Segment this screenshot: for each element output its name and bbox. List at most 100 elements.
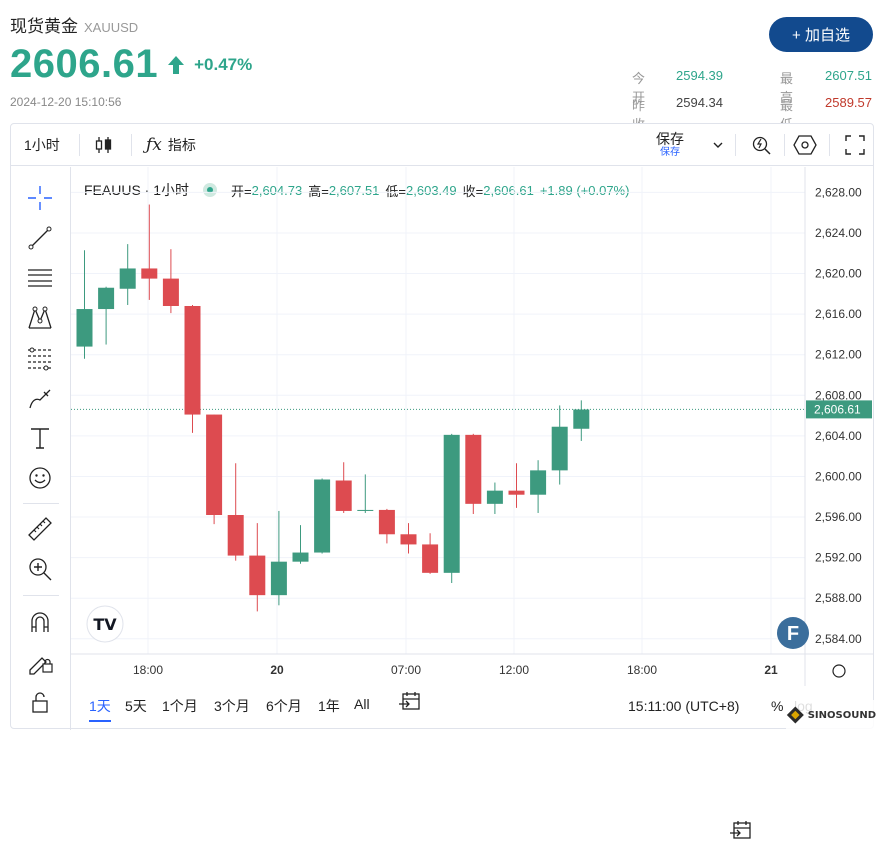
candle-body — [378, 509, 395, 535]
toolbar-divider — [784, 134, 785, 156]
high-label: 最高 — [780, 71, 794, 105]
x-tick-label: 20 — [270, 663, 284, 677]
pencil-lock-icon — [29, 657, 53, 675]
timeframe-button[interactable]: 3个月 — [214, 698, 250, 714]
y-tick-label: 2,620.00 — [815, 267, 862, 281]
candle-body — [270, 561, 287, 596]
brush-icon — [29, 389, 51, 409]
candle-body — [98, 287, 115, 310]
candle-body — [335, 480, 352, 511]
trendline-tool[interactable] — [26, 224, 54, 252]
interval-label: 1小时 — [24, 137, 60, 153]
candle-body — [76, 309, 93, 347]
text-tool[interactable] — [26, 424, 54, 452]
timeframe-button[interactable]: All — [354, 696, 370, 712]
brand-name: SINOSOUND — [807, 709, 876, 721]
chevron-down-icon — [713, 142, 723, 148]
timeframe-button[interactable]: 1年 — [318, 698, 340, 714]
candle-style-button[interactable] — [93, 124, 115, 166]
fullscreen-icon — [845, 135, 865, 155]
x-tick-label: 18:00 — [133, 663, 163, 677]
unlock-icon — [32, 692, 48, 713]
prev-close-value: 2594.34 — [676, 95, 723, 110]
f-logo-icon — [777, 617, 809, 649]
zoom-in-icon — [29, 558, 52, 581]
magnet-tool[interactable] — [26, 608, 54, 636]
brush-tool[interactable] — [26, 384, 54, 412]
save-button[interactable]: 保存 保存 — [656, 124, 684, 166]
legend-low-value: 2,603.49 — [406, 182, 457, 198]
fullscreen-button[interactable] — [845, 124, 865, 166]
save-sublabel: 保存 — [660, 147, 680, 158]
zoom-tool[interactable] — [26, 555, 54, 583]
save-dropdown[interactable] — [711, 124, 725, 166]
toolbar-divider — [735, 134, 736, 156]
pattern-tool[interactable] — [26, 304, 54, 332]
candle-body — [184, 305, 201, 415]
tv-logo-circle — [86, 605, 124, 643]
last-price-label: 2,606.61 — [814, 402, 861, 416]
candlestick-chart[interactable]: 2,584.00 2,588.00 2,592.00 2,596.00 2,600.00… — [71, 167, 874, 686]
settings-hexagon-icon — [793, 135, 817, 155]
timezone-clock[interactable]: 15:11:00 (UTC+8) — [628, 698, 740, 714]
interval-selector[interactable]: 1小时 — [24, 124, 60, 166]
candle-body — [530, 470, 547, 495]
chart-panel: 1小时 ƒx 指标 保存 保存 — [10, 123, 874, 839]
price-row: 2606.61 +0.47% — [10, 42, 252, 87]
lock-tool[interactable] — [26, 688, 54, 716]
high-value: 2607.51 — [825, 68, 872, 83]
low-value: 2589.57 — [825, 95, 872, 110]
smiley-icon — [29, 467, 51, 489]
legend-symbol: FEAUUS · 1小时 — [84, 182, 190, 198]
candle-body — [400, 534, 417, 545]
fib-tool[interactable] — [26, 344, 54, 372]
candle-body — [465, 434, 482, 504]
legend-close-value: 2,606.61 — [483, 182, 534, 198]
chart-toolbar: 1小时 ƒx 指标 保存 保存 — [11, 124, 873, 166]
toolbar-divider — [23, 595, 59, 596]
timeframe-button[interactable]: 6个月 — [266, 698, 302, 714]
candle-body — [551, 426, 568, 471]
toolbar-divider — [829, 134, 830, 156]
quote-header: 现货黄金 XAUUSD 2606.61 +0.47% 2024-12-20 15… — [0, 0, 883, 132]
indicators-button[interactable]: ƒx 指标 — [146, 124, 196, 166]
y-tick-label: 2,596.00 — [815, 510, 862, 524]
emoji-tool[interactable] — [26, 464, 54, 492]
pattern-icon — [28, 306, 52, 329]
y-tick-label: 2,616.00 — [815, 307, 862, 321]
legend-change: +1.89 (+0.07%) — [539, 182, 630, 198]
x-tick-label: 18:00 — [627, 663, 657, 677]
goto-date-button[interactable] — [398, 690, 422, 715]
axis-settings-icon — [832, 664, 846, 678]
add-watchlist-button[interactable]: + 加自选 — [769, 17, 873, 52]
ruler-tool[interactable] — [26, 515, 54, 543]
y-tick-label: 2,624.00 — [815, 226, 862, 240]
x-tick-label: 07:00 — [391, 663, 421, 677]
calendar-goto-icon — [399, 692, 420, 710]
y-tick-label: 2,592.00 — [815, 551, 862, 565]
legend-high-value: 2,607.51 — [328, 182, 380, 198]
candlestick-icon — [95, 137, 112, 153]
f-logo-text: F — [787, 623, 799, 645]
quote-datetime: 2024-12-20 15:10:56 — [10, 95, 122, 109]
toolbar-divider — [131, 134, 132, 156]
price-change: +0.47% — [194, 54, 253, 74]
candle-body — [206, 414, 223, 516]
y-tick-label: 2,584.00 — [815, 632, 862, 646]
y-tick-label: 2,600.00 — [815, 469, 862, 483]
magnet-icon — [31, 612, 49, 632]
goto-date-button[interactable] — [729, 810, 753, 850]
quick-search-button[interactable] — [751, 124, 773, 166]
y-tick-label: 2,608.00 — [815, 388, 862, 402]
lock-drawing-tool[interactable] — [26, 648, 54, 676]
trendline-icon — [28, 226, 52, 250]
parallel-lines-icon — [28, 269, 52, 287]
timeframe-button[interactable]: 1天 — [89, 696, 111, 722]
percent-toggle[interactable]: % — [771, 698, 784, 714]
timeframe-button[interactable]: 5天 — [125, 698, 147, 714]
horizontal-lines-tool[interactable] — [26, 264, 54, 292]
crosshair-tool[interactable] — [26, 184, 54, 212]
timeframe-button[interactable]: 1个月 — [162, 698, 198, 714]
settings-button[interactable] — [793, 124, 817, 166]
toolbar-divider — [79, 134, 80, 156]
